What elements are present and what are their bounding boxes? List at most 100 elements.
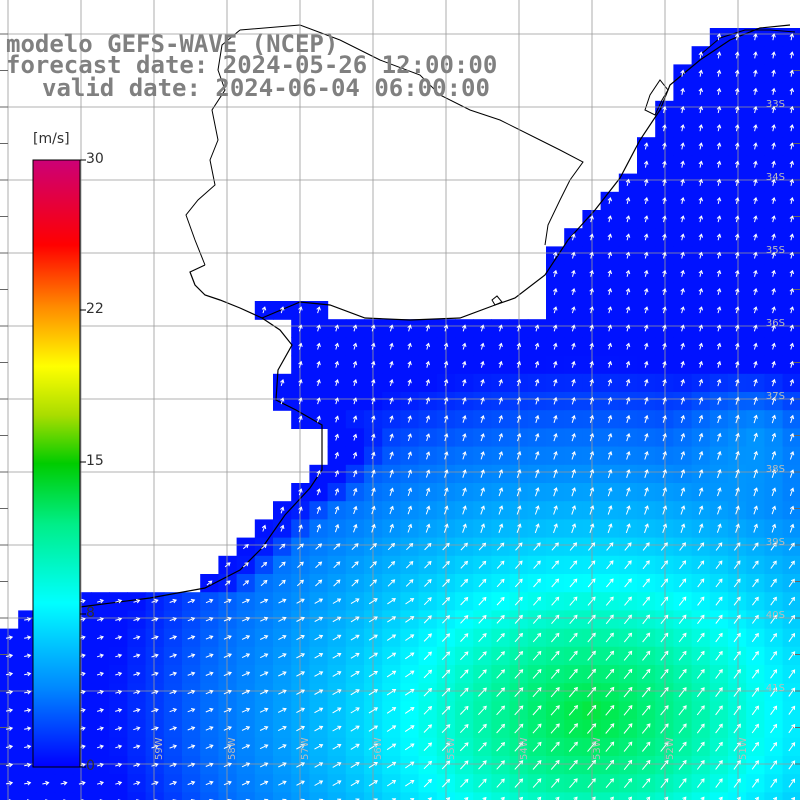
wind-arrow xyxy=(698,215,704,223)
wind-arrow xyxy=(443,324,449,332)
inlet-path xyxy=(491,295,503,306)
wind-arrow xyxy=(425,342,431,350)
wind-arrow xyxy=(623,650,633,661)
wind-arrow xyxy=(444,469,449,478)
wind-arrow xyxy=(533,542,541,551)
wind-arrow xyxy=(480,324,485,332)
wind-arrow xyxy=(789,487,795,497)
wind-arrow xyxy=(623,723,633,734)
wind-arrow xyxy=(405,779,415,787)
wind-arrow xyxy=(205,689,214,695)
wind-arrow xyxy=(298,360,303,368)
wind-arrow xyxy=(771,414,777,424)
wind-arrow xyxy=(698,523,704,533)
wind-arrow xyxy=(386,707,397,714)
wind-arrow xyxy=(662,306,667,314)
wind-arrow xyxy=(368,762,378,769)
wind-arrow xyxy=(516,415,522,423)
wind-arrow xyxy=(644,342,649,350)
wind-arrow xyxy=(788,705,796,715)
wind-arrow xyxy=(753,487,758,497)
wind-arrow xyxy=(206,580,213,586)
wind-arrow xyxy=(443,379,449,387)
wind-arrow xyxy=(297,543,304,550)
wind-speed-cell xyxy=(709,792,729,800)
wind-arrow xyxy=(751,669,759,679)
wind-arrow xyxy=(316,360,321,368)
wind-arrow xyxy=(5,671,14,677)
wind-arrow xyxy=(734,233,740,241)
wind-arrow xyxy=(553,396,558,405)
wind-arrow xyxy=(553,342,558,350)
wind-arrow xyxy=(680,523,686,533)
wind-arrow xyxy=(5,744,14,750)
wind-arrow xyxy=(753,69,758,77)
wind-arrow xyxy=(788,578,795,588)
wind-speed-cell xyxy=(91,792,110,800)
wind-speed-cell xyxy=(728,792,747,800)
wind-arrow xyxy=(441,651,451,661)
wind-arrow xyxy=(298,306,303,314)
wind-arrow xyxy=(405,616,415,623)
wind-arrow xyxy=(589,487,595,497)
wind-arrow xyxy=(334,523,340,533)
wind-arrow xyxy=(407,360,412,368)
wind-arrow xyxy=(332,689,342,696)
wind-arrow xyxy=(514,578,523,588)
wind-arrow xyxy=(607,433,613,442)
wind-arrow xyxy=(568,686,578,698)
wind-arrow xyxy=(715,560,723,570)
wind-arrow xyxy=(589,505,595,515)
wind-arrow xyxy=(133,689,141,695)
wind-arrow xyxy=(716,51,722,59)
wind-arrow xyxy=(660,668,669,679)
wind-arrow xyxy=(680,451,686,460)
wind-arrow xyxy=(662,324,667,332)
wind-arrow xyxy=(698,87,704,95)
wind-arrow xyxy=(350,634,360,641)
wind-arrow xyxy=(625,523,631,534)
wind-arrow xyxy=(296,579,304,587)
wind-arrow xyxy=(751,741,759,752)
wind-arrow xyxy=(789,142,795,150)
wind-arrow xyxy=(280,378,285,387)
wind-arrow xyxy=(425,378,430,387)
wind-arrow xyxy=(680,324,685,332)
wind-arrow xyxy=(298,415,303,423)
wind-arrow xyxy=(404,707,415,714)
wind-arrow xyxy=(569,596,578,606)
wind-arrow xyxy=(187,653,196,658)
wind-arrow xyxy=(532,632,542,643)
wind-arrow xyxy=(316,506,321,514)
wind-arrow xyxy=(625,178,631,186)
wind-arrow xyxy=(441,778,451,788)
wind-arrow xyxy=(552,251,558,259)
wind-arrow xyxy=(751,723,759,734)
wind-arrow xyxy=(662,251,667,259)
wind-arrow xyxy=(770,669,778,679)
wind-arrow xyxy=(696,759,705,770)
wind-arrow xyxy=(753,33,758,41)
wind-arrow xyxy=(42,780,50,786)
wind-arrow xyxy=(589,396,594,405)
wind-arrow xyxy=(788,669,796,679)
wind-arrow xyxy=(480,342,485,350)
wind-arrow xyxy=(607,215,613,223)
wind-arrow xyxy=(5,708,14,713)
wind-arrow xyxy=(78,780,86,786)
wind-arrow xyxy=(133,744,141,749)
wind-arrow xyxy=(697,542,705,551)
wind-arrow xyxy=(425,324,431,332)
wind-arrow xyxy=(734,306,740,314)
wind-arrow xyxy=(352,451,358,459)
wind-arrow xyxy=(771,251,776,259)
wind-arrow xyxy=(696,687,705,698)
wind-arrow xyxy=(460,633,469,642)
wind-arrow xyxy=(644,414,649,423)
wind-arrow xyxy=(389,324,394,332)
wind-arrow xyxy=(607,378,613,387)
wind-arrow xyxy=(550,668,560,679)
wind-arrow xyxy=(698,160,704,168)
wind-arrow xyxy=(205,707,214,713)
wind-arrow xyxy=(389,397,394,405)
